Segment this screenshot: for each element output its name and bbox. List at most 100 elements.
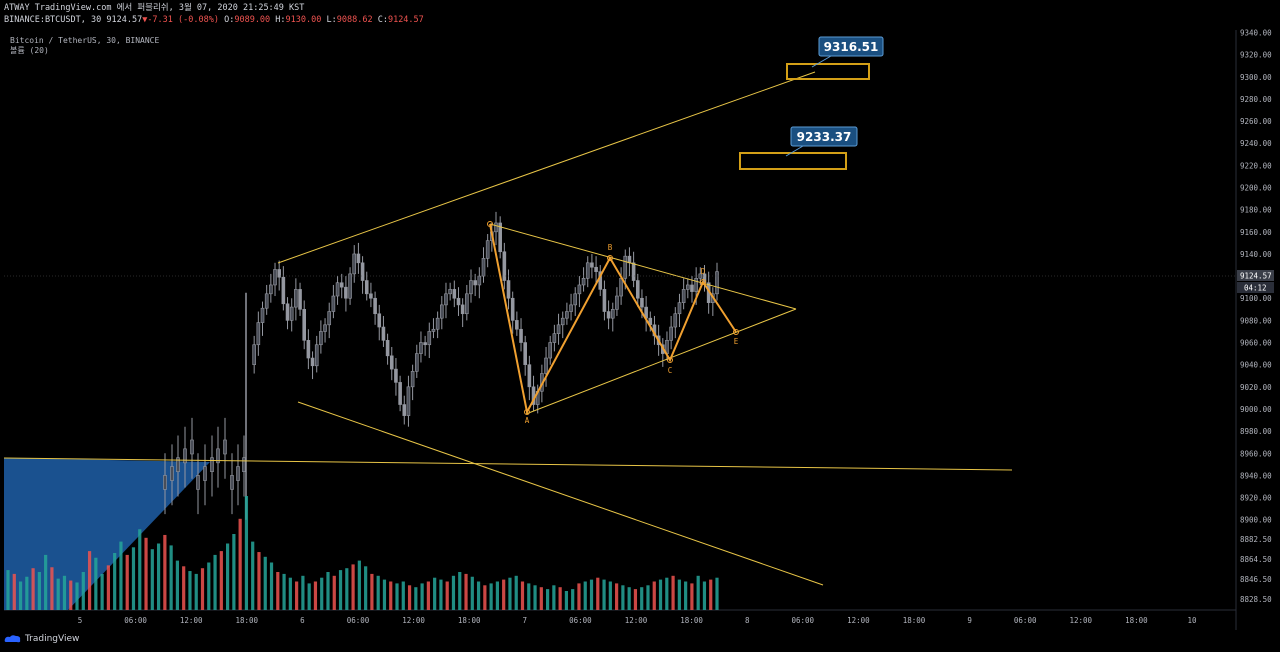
candle-body	[615, 295, 619, 310]
candle-body	[431, 328, 436, 332]
candle-body	[327, 311, 332, 326]
candle-body	[410, 371, 415, 388]
candle-body	[360, 262, 365, 281]
y-tick-label: 9320.00	[1240, 51, 1272, 60]
pattern-label-a: A	[525, 416, 530, 425]
volume-bar	[69, 580, 73, 610]
countdown-tag-label: 04:12	[1244, 284, 1267, 293]
volume-bar	[338, 570, 343, 610]
volume-bar	[144, 537, 148, 610]
volume-bar	[131, 547, 136, 610]
high-label: H:	[275, 15, 286, 25]
candle-body	[344, 286, 348, 299]
last-price-tag	[1237, 270, 1274, 281]
symbol-description[interactable]: Bitcoin / TetherUS, 30, BINANCE	[10, 36, 160, 45]
volume-bar	[56, 578, 60, 610]
volume-bar	[433, 577, 437, 610]
volume-bar	[113, 553, 117, 610]
candle-body	[306, 340, 311, 359]
volume-bar	[345, 568, 349, 610]
volume-bar	[571, 589, 575, 610]
volume-bar	[332, 575, 336, 610]
volume-bar	[458, 572, 462, 610]
volume-bar	[213, 554, 217, 610]
candle-body	[419, 342, 423, 354]
y-tick-label: 9160.00	[1240, 228, 1272, 237]
target-box-lower	[739, 152, 847, 170]
candle-body	[414, 353, 419, 372]
candle-body	[502, 251, 507, 281]
volume-bar	[18, 581, 23, 610]
x-tick-label: 5	[78, 616, 83, 625]
x-tick-label: 6	[300, 616, 305, 625]
candle-body	[477, 275, 482, 286]
volume-bar	[282, 573, 286, 610]
candle-body	[364, 280, 369, 295]
candle-body	[590, 262, 594, 268]
candle-body	[406, 386, 411, 416]
last-price-tag-label: 9124.57	[1240, 272, 1272, 281]
x-tick-label: 18:00	[458, 616, 481, 625]
symbol-label[interactable]: BINANCE:BTCUSDT, 30	[4, 15, 102, 25]
candle-body	[669, 326, 673, 341]
volume-bar	[376, 575, 380, 610]
candle-body	[569, 304, 573, 312]
volume-bar	[138, 529, 142, 610]
close-value: 9124.57	[387, 15, 424, 25]
volume-legend[interactable]: 볼륨 (20)	[10, 46, 49, 55]
volume-bar	[589, 579, 594, 610]
candle-body	[444, 293, 448, 306]
volume-bar	[470, 576, 474, 610]
volume-bar	[81, 572, 85, 610]
x-tick-label: 06:00	[792, 616, 815, 625]
volume-bar	[483, 585, 487, 610]
candle-body	[481, 258, 486, 277]
candle-body	[190, 439, 194, 455]
volume-bar	[50, 567, 54, 610]
volume-bar	[489, 583, 493, 610]
y-tick-label: 9340.00	[1240, 28, 1272, 37]
high-value: 9130.00	[285, 15, 322, 25]
low-label: L:	[326, 15, 337, 25]
volume-bar	[175, 560, 180, 610]
y-tick-label: 9000.00	[1240, 405, 1272, 414]
candle-body	[281, 276, 286, 305]
volume-bar	[633, 589, 638, 610]
upper-channel-line	[277, 71, 816, 264]
price-change: -7.31 (-0.08%)	[147, 15, 219, 25]
candle-body	[294, 289, 298, 308]
candle-body	[452, 289, 457, 299]
candle-body	[335, 282, 340, 297]
triangle-lower-line	[525, 308, 797, 415]
volume-bar	[370, 573, 374, 610]
candle-body	[423, 342, 427, 346]
candle-body	[519, 328, 523, 343]
candle-body	[356, 253, 361, 264]
candle-body	[210, 457, 214, 472]
volume-bar	[12, 573, 16, 610]
volume-bar	[219, 551, 223, 610]
y-tick-label: 9180.00	[1240, 206, 1272, 215]
volume-bar	[364, 566, 368, 610]
tradingview-logo[interactable]: TradingView	[4, 634, 79, 644]
volume-bar	[696, 575, 700, 610]
price-callout-box	[790, 126, 858, 147]
volume-bar	[615, 583, 619, 610]
volume-bar	[426, 581, 430, 610]
x-tick-label: 06:00	[569, 616, 592, 625]
volume-bar	[106, 565, 110, 610]
candle-body	[485, 240, 490, 259]
candle-body	[348, 273, 352, 299]
volume-bar	[514, 575, 518, 610]
pattern-point	[487, 221, 493, 227]
pattern-point	[733, 329, 739, 335]
volume-bar	[295, 581, 299, 610]
x-tick-label: 12:00	[180, 616, 203, 625]
volume-bar	[382, 579, 387, 610]
volume-bar	[94, 557, 98, 610]
abcde-pattern-path	[489, 223, 737, 415]
volume-bar	[539, 587, 543, 610]
candle-body	[585, 262, 590, 279]
volume-bar	[200, 568, 205, 610]
